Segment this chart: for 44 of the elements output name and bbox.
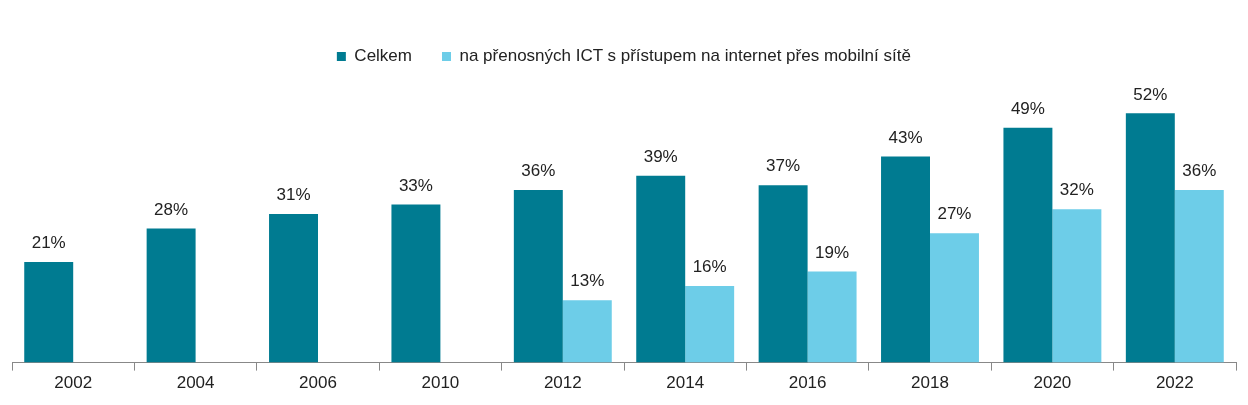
data-label: 19% <box>815 242 850 262</box>
x-tick-label: 2018 <box>911 373 949 393</box>
bar <box>146 228 196 363</box>
bar <box>1174 190 1224 363</box>
x-tick-label: 2002 <box>54 373 93 393</box>
bar <box>391 204 441 363</box>
x-tick-label: 2020 <box>1033 373 1072 393</box>
x-tick-label: 2012 <box>543 373 582 393</box>
data-label: 36% <box>1182 161 1217 181</box>
data-label: 33% <box>398 175 433 195</box>
x-tick-label: 2006 <box>299 373 337 393</box>
data-label: 49% <box>1010 98 1045 118</box>
x-tick-label: 2010 <box>421 373 460 393</box>
legend-label: na přenosných ICT s přístupem na internet přes mobilní sítě <box>459 46 911 66</box>
bar <box>685 285 735 363</box>
data-label: 31% <box>276 185 311 205</box>
bar <box>1003 127 1053 363</box>
data-label: 27% <box>937 204 972 224</box>
bar <box>930 233 979 363</box>
data-label: 52% <box>1133 84 1168 104</box>
data-label: 37% <box>766 156 801 176</box>
data-label: 21% <box>31 233 66 253</box>
x-tick-label: 2014 <box>666 373 705 393</box>
bar <box>1125 113 1175 363</box>
bar <box>562 300 612 363</box>
bar <box>269 214 318 363</box>
data-label: 16% <box>692 257 727 277</box>
x-tick-label: 2016 <box>788 373 827 393</box>
legend-label: Celkem <box>354 46 412 66</box>
data-label: 13% <box>570 271 605 291</box>
bar <box>881 156 930 363</box>
bar <box>807 271 857 363</box>
x-tick-label: 2004 <box>176 373 215 393</box>
bar <box>758 185 808 363</box>
data-label: 43% <box>888 127 923 147</box>
bar <box>24 261 74 363</box>
bar <box>1052 209 1102 363</box>
data-label: 39% <box>643 146 678 166</box>
bar <box>636 175 686 363</box>
bar <box>513 190 563 363</box>
data-label: 28% <box>154 199 189 219</box>
x-tick-label: 2022 <box>1155 373 1194 393</box>
data-label: 32% <box>1059 180 1094 200</box>
data-label: 36% <box>521 161 556 181</box>
